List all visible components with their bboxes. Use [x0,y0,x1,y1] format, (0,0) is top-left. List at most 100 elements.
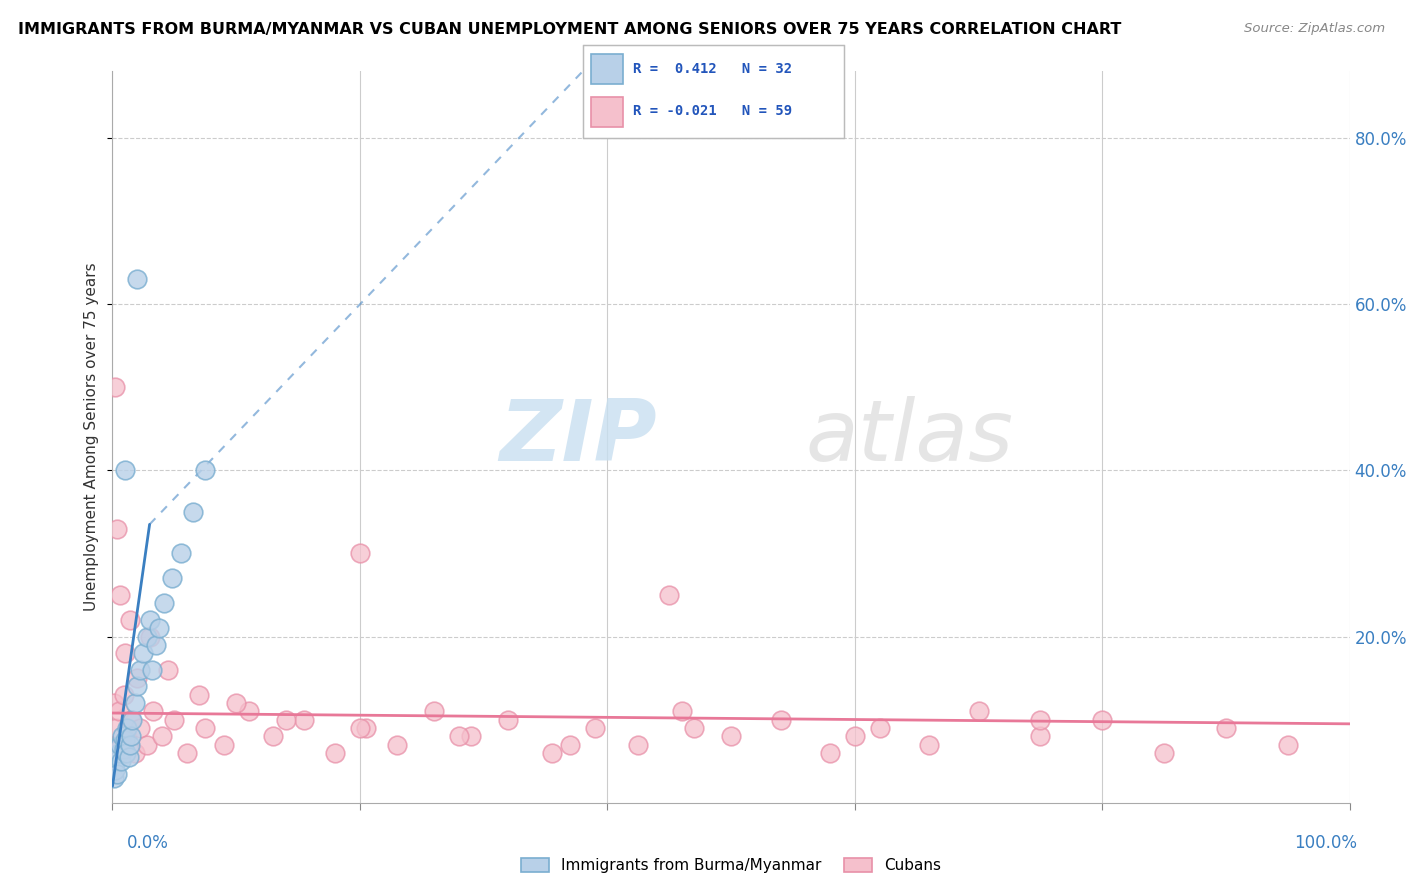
Point [117,750,139,764]
Text: IMMIGRANTS FROM BURMA/MYANMAR VS CUBAN UNEMPLOYMENT AMONG SENIORS OVER 75 YEARS : IMMIGRANTS FROM BURMA/MYANMAR VS CUBAN U… [18,22,1122,37]
Point [349,546,371,560]
Point [136,630,159,644]
Point [869,721,891,735]
Point [720,729,742,743]
Point [124,746,146,760]
Point [127,272,149,286]
Point [107,705,129,719]
Point [354,721,377,735]
Point [157,663,180,677]
Point [292,713,315,727]
Point [1215,721,1237,735]
Point [104,763,127,777]
Point [112,741,135,756]
Point [127,671,149,685]
Point [112,688,135,702]
Point [108,738,131,752]
Point [194,721,217,735]
Point [967,705,990,719]
Legend: Immigrants from Burma/Myanmar, Cubans: Immigrants from Burma/Myanmar, Cubans [515,852,948,880]
Point [108,588,131,602]
Point [138,613,160,627]
Point [138,630,160,644]
Point [658,588,681,602]
Point [769,713,792,727]
Point [918,738,941,752]
Point [103,771,125,785]
Point [121,713,143,727]
Point [114,733,136,747]
Text: 100.0%: 100.0% [1294,834,1357,852]
Point [153,596,176,610]
Point [460,729,482,743]
Point [163,713,186,727]
Point [683,721,706,735]
Point [107,766,129,780]
Point [127,680,149,694]
Point [107,521,129,535]
Point [148,621,170,635]
Point [132,646,155,660]
Point [181,505,204,519]
Point [124,696,146,710]
Point [1153,746,1175,760]
Point [1091,713,1114,727]
Point [323,746,346,760]
Text: R =  0.412   N = 32: R = 0.412 N = 32 [633,62,792,77]
Point [540,746,562,760]
Point [818,746,841,760]
Point [160,571,183,585]
Point [225,696,247,710]
Point [447,729,470,743]
Point [423,705,446,719]
Point [118,613,141,627]
Point [111,729,134,743]
Point [262,729,284,743]
Text: atlas: atlas [806,395,1014,479]
Point [105,754,128,768]
Point [128,721,150,735]
Point [194,463,217,477]
Point [238,705,260,719]
Point [1029,713,1052,727]
Point [114,646,136,660]
Point [560,738,582,752]
Point [103,696,125,710]
Point [349,721,371,735]
Text: Source: ZipAtlas.com: Source: ZipAtlas.com [1244,22,1385,36]
Point [115,746,138,760]
Point [150,729,173,743]
Text: ZIP: ZIP [499,395,657,479]
Point [1277,738,1299,752]
Point [120,729,142,743]
Y-axis label: Unemployment Among Seniors over 75 years: Unemployment Among Seniors over 75 years [84,263,100,611]
Point [128,663,150,677]
Point [114,463,136,477]
Point [142,705,165,719]
Text: 0.0%: 0.0% [127,834,169,852]
Point [117,721,139,735]
Point [274,713,297,727]
Point [212,738,235,752]
Point [627,738,650,752]
FancyBboxPatch shape [592,97,623,127]
Point [117,729,139,743]
Point [141,663,163,677]
Point [107,746,129,760]
Point [145,638,167,652]
Point [176,746,198,760]
Point [844,729,866,743]
Point [498,713,520,727]
Text: R = -0.021   N = 59: R = -0.021 N = 59 [633,103,792,118]
Point [136,738,159,752]
Point [110,754,132,768]
Point [105,721,128,735]
Point [118,738,141,752]
Point [188,688,211,702]
Point [110,738,132,752]
Point [104,380,127,394]
Point [671,705,693,719]
Point [1029,729,1052,743]
Point [385,738,408,752]
Point [169,546,191,560]
